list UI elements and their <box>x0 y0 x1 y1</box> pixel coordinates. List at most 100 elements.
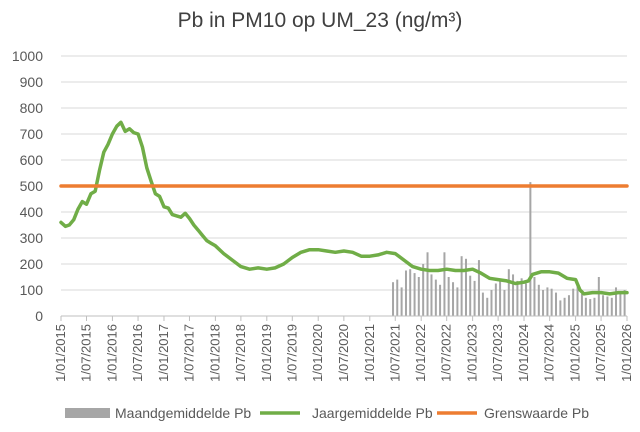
x-tick-label: 1/01/2024 <box>516 324 531 382</box>
monthly-bar <box>439 284 442 316</box>
monthly-bar <box>417 277 420 316</box>
monthly-bar <box>422 264 425 316</box>
x-tick-label: 1/07/2024 <box>542 324 557 382</box>
monthly-bar <box>529 182 532 316</box>
monthly-bar <box>490 290 493 316</box>
x-axis-ticks: 1/01/2015 1/07/2015 1/01/2016 1/07/2016 1/01… <box>53 315 634 382</box>
monthly-bar <box>452 282 455 316</box>
x-tick-label: 1/07/2015 <box>78 324 93 382</box>
monthly-bar <box>460 256 463 316</box>
x-tick-label: 1/01/2020 <box>310 324 325 382</box>
monthly-bar <box>623 290 626 316</box>
monthly-bar <box>524 283 527 316</box>
monthly-bar <box>589 299 592 316</box>
monthly-bar <box>542 290 545 316</box>
x-tick-label: 1/01/2016 <box>104 324 119 382</box>
x-tick-label: 1/07/2018 <box>233 324 248 382</box>
y-axis-ticks: 0 100 200 300 400 500 600 700 800 900 1000 <box>12 48 43 324</box>
monthly-bar <box>477 260 480 316</box>
monthly-bar <box>559 300 562 316</box>
x-tick-label: 1/07/2019 <box>284 324 299 382</box>
x-tick-label: 1/01/2022 <box>413 324 428 382</box>
monthly-bar <box>396 279 399 316</box>
legend: Maandgemiddelde Pb Jaargemiddelde Pb Grens… <box>65 405 589 421</box>
monthly-bar <box>400 287 403 316</box>
y-tick-label: 300 <box>20 230 44 246</box>
x-tick-label: 1/01/2021 <box>362 324 377 382</box>
y-tick-label: 400 <box>20 204 44 220</box>
y-tick-label: 600 <box>20 152 44 168</box>
monthly-bar <box>447 277 450 316</box>
x-tick-label: 1/07/2017 <box>181 324 196 382</box>
monthly-bar <box>512 274 515 316</box>
monthly-bar <box>580 293 583 316</box>
x-tick-label: 1/01/2025 <box>568 324 583 382</box>
monthly-bar <box>494 283 497 316</box>
x-tick-label: 1/07/2016 <box>130 324 145 382</box>
y-tick-label: 0 <box>35 308 43 324</box>
x-tick-label: 1/07/2023 <box>490 324 505 382</box>
monthly-bar <box>426 252 429 316</box>
x-tick-label: 1/01/2023 <box>465 324 480 382</box>
y-tick-label: 900 <box>20 74 44 90</box>
legend-label: Jaargemiddelde Pb <box>312 405 433 421</box>
monthly-bar <box>584 297 587 316</box>
legend-swatch-monthly <box>65 408 110 418</box>
monthly-bar <box>392 282 395 316</box>
monthly-bar <box>443 252 446 316</box>
monthly-bar <box>576 284 579 316</box>
legend-label: Maandgemiddelde Pb <box>115 405 251 421</box>
monthly-bar <box>409 269 412 316</box>
monthly-bar <box>430 274 433 316</box>
y-tick-label: 100 <box>20 282 44 298</box>
annual-average-line <box>59 120 629 296</box>
monthly-bar <box>413 273 416 316</box>
x-tick-label: 1/07/2021 <box>387 324 402 382</box>
monthly-bar <box>619 293 622 316</box>
monthly-bar <box>516 280 519 316</box>
x-tick-label: 1/07/2020 <box>336 324 351 382</box>
y-tick-label: 200 <box>20 256 44 272</box>
legend-label: Grenswaarde Pb <box>484 405 589 421</box>
monthly-bar <box>533 277 536 316</box>
monthly-bar <box>563 297 566 316</box>
x-tick-label: 1/01/2015 <box>53 324 68 382</box>
monthly-bar <box>555 292 558 316</box>
x-tick-label: 1/07/2025 <box>593 324 608 382</box>
y-tick-label: 700 <box>20 126 44 142</box>
chart-title: Pb in PM10 op UM_23 (ng/m³) <box>178 9 463 32</box>
monthly-bar <box>473 280 476 316</box>
monthly-bar <box>456 287 459 316</box>
monthly-bar <box>469 275 472 316</box>
monthly-bar <box>572 288 575 316</box>
lines-layer <box>59 120 629 296</box>
monthly-bar <box>499 279 502 316</box>
monthly-bars <box>392 182 626 316</box>
x-tick-label: 1/01/2018 <box>207 324 222 382</box>
monthly-bar <box>610 297 613 316</box>
monthly-bar <box>602 295 605 316</box>
monthly-bar <box>550 288 553 316</box>
x-tick-label: 1/01/2017 <box>156 324 171 382</box>
y-tick-label: 1000 <box>12 48 43 64</box>
monthly-bar <box>503 290 506 316</box>
monthly-bar <box>597 277 600 316</box>
monthly-bar <box>546 287 549 316</box>
y-tick-label: 500 <box>20 178 44 194</box>
monthly-bar <box>481 292 484 316</box>
monthly-bar <box>615 287 618 316</box>
x-tick-label: 1/01/2026 <box>619 324 634 382</box>
y-tick-label: 800 <box>20 100 44 116</box>
monthly-bar <box>537 284 540 316</box>
monthly-bar <box>520 278 523 316</box>
x-tick-label: 1/01/2019 <box>259 324 274 382</box>
monthly-bar <box>434 279 437 316</box>
monthly-bar <box>404 270 407 316</box>
monthly-bar <box>593 297 596 316</box>
monthly-bar <box>507 269 510 316</box>
monthly-bar <box>464 258 467 316</box>
monthly-bar <box>486 297 489 316</box>
x-tick-label: 1/07/2022 <box>439 324 454 382</box>
